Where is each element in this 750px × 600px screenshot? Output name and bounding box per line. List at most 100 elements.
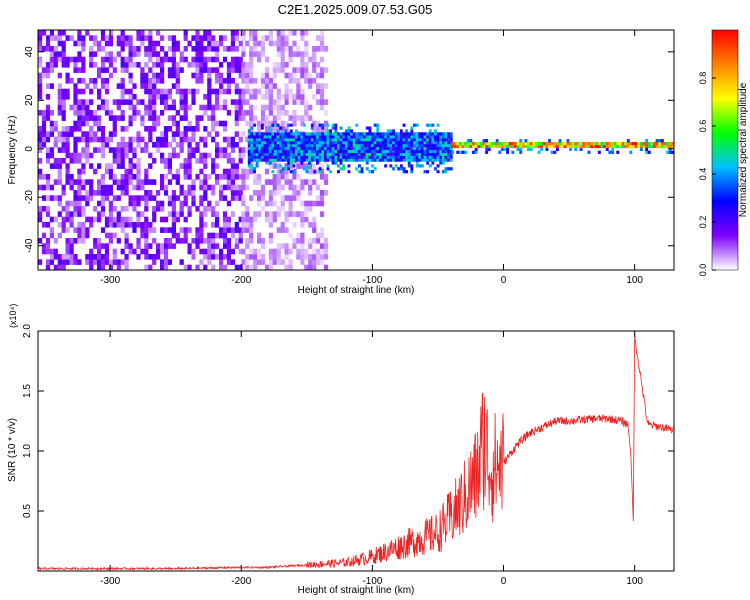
spectrogram-cell [120,222,125,228]
spectrogram-cell [304,115,309,121]
spectrogram-cell [647,150,651,154]
spectrogram-cell [247,152,251,156]
spectrogram-cell [226,110,231,116]
spectrogram-cell [97,259,102,265]
spectrogram-cell [97,248,102,255]
spectrogram-cell [222,147,228,153]
spectrogram-cell [245,83,250,89]
spectrogram-cell [319,195,325,201]
spectrogram-cell [268,238,273,244]
spectrogram-cell [426,138,430,142]
spectrogram-cell [342,141,346,145]
spectrogram-cell [392,138,395,142]
spectrogram-cell [418,152,422,156]
spectrogram-cell [191,190,196,196]
spectrogram-cell [316,120,321,127]
spectrogram-cell [263,158,267,162]
spectrogram-cell [434,167,437,171]
spectrogram-cell [394,141,398,145]
spectrogram-cell [175,179,180,185]
spectrogram-cell [297,141,301,145]
spectrogram-cell [222,222,228,228]
spectrogram-cell [300,88,305,95]
spectrogram-cell [289,135,293,139]
spectrogram-cell [532,142,536,146]
spectrogram-cell [331,146,335,150]
spectrogram-cell [410,158,414,162]
spectrogram-cell [260,243,266,249]
spectrogram-cell [428,152,432,156]
spectrogram-cell [334,146,338,150]
spectrogram-cell [183,104,188,111]
spectrogram-cell [124,206,129,212]
spectrogram-cell [274,149,277,153]
spectrogram-cell [556,142,559,146]
spectrogram-cell [148,104,153,111]
spectrogram-cell [288,30,293,36]
spectrogram-cell [211,136,216,143]
spectrogram-cell [371,152,374,156]
spectrogram-cell [207,152,212,159]
spectrogram-cell [156,190,161,196]
spectrogram-cell [187,104,192,111]
spectrogram-cell [81,211,86,217]
spectrogram-cell [436,146,440,150]
spectrogram-cell [245,216,250,223]
spectrogram-cell [410,152,414,156]
spectrogram-cell [368,158,372,162]
spectrogram-cell [407,141,411,145]
spectrogram-cell [352,132,356,136]
spectrogram-cell [312,62,317,68]
spectrogram-cell [653,144,656,149]
spectrogram-cell [365,135,369,139]
spectrogram-cell [263,143,267,148]
spectrogram-cell [57,35,62,41]
spectrogram-cell [323,146,327,150]
spectrogram-cell [334,158,338,162]
spectrogram-cell [132,136,137,143]
x-tick-label: -200 [231,275,251,286]
spectrogram-cell [152,142,157,148]
spectrogram-cell [326,138,330,142]
spectrogram-cell [187,248,192,255]
spectrogram-cell [308,149,311,153]
spectrogram-cell [132,174,137,180]
spectrogram-cell [53,163,58,169]
y-tick-label: -40 [24,238,35,253]
spectrogram-cell [49,62,54,68]
spectrogram-cell [280,46,285,52]
spectrogram-cell [321,149,325,153]
spectrogram-cell [61,136,66,143]
spectrogram-cell [160,99,165,105]
colorbar-tick-label: 0.8 [698,72,708,85]
spectrogram-cell [281,167,285,171]
spectrogram-cell [203,174,208,180]
spectrogram-cell [350,152,353,156]
spectrogram-cell [73,94,78,100]
spectrogram-cell [116,216,121,223]
spectrogram-cell [305,149,309,153]
spectrogram-cell [226,152,231,159]
spectrogram-cell [81,147,86,153]
spectrogram-cell [215,131,220,137]
spectrogram-cell [49,152,54,159]
spectrogram-cell [260,143,264,148]
spectrogram-cell [124,35,129,41]
spectrogram-cell [376,158,380,162]
spectrogram-cell [136,174,141,180]
spectrogram-cell [53,254,58,260]
spectrogram-cell [255,141,259,145]
spectrogram-cell [279,164,283,168]
spectrogram-cell [300,152,304,156]
spectrogram-cell [318,143,322,148]
spectrogram-cell [415,164,419,168]
spectrogram-cell [663,144,667,149]
spectrogram-cell [175,40,180,47]
spectrogram-cell [160,248,165,255]
spectrogram-cell [175,88,180,95]
spectrogram-cell [45,179,51,185]
spectrogram-cell [93,120,98,127]
spectrogram-cell [175,211,180,217]
spectrogram-cell [292,170,296,174]
spectrogram-cell [339,155,343,159]
